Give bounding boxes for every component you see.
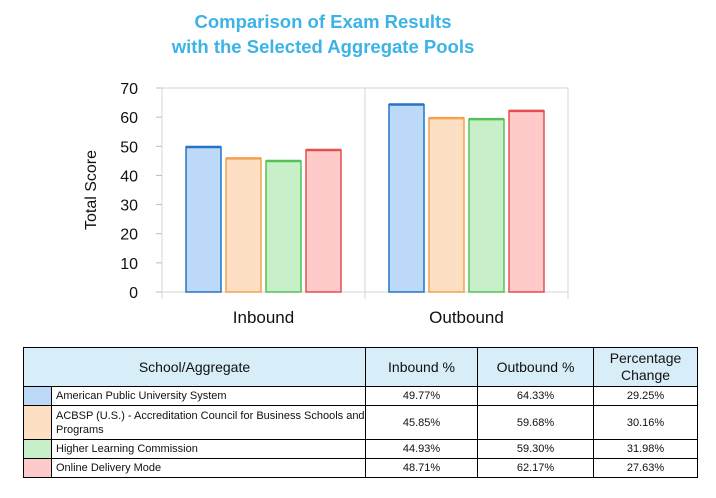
- bar: [388, 103, 425, 293]
- header-school-aggregate: School/Aggregate: [23, 347, 366, 387]
- row-name: Online Delivery Mode: [51, 458, 366, 478]
- y-tick-label: 20: [120, 227, 138, 244]
- bar: [428, 117, 465, 293]
- y-tick-label: 30: [120, 198, 138, 215]
- row-outbound: 62.17%: [477, 458, 594, 478]
- header-outbound: Outbound %: [477, 347, 594, 387]
- color-swatch: [23, 458, 52, 478]
- bar: [468, 118, 505, 293]
- row-outbound: 64.33%: [477, 386, 594, 406]
- table-row: Higher Learning Commission 44.93% 59.30%…: [23, 439, 698, 459]
- row-outbound: 59.68%: [477, 405, 594, 440]
- chart-title: Comparison of Exam Results with the Sele…: [0, 9, 646, 59]
- bar: [265, 160, 302, 293]
- row-outbound: 59.30%: [477, 439, 594, 459]
- y-axis-label: Total Score: [83, 150, 100, 230]
- y-tick-label: 50: [120, 139, 138, 156]
- header-inbound: Inbound %: [365, 347, 478, 387]
- y-tick-label: 0: [129, 285, 138, 302]
- x-category-label: Inbound: [233, 308, 294, 327]
- row-name: ACBSP (U.S.) - Accreditation Council for…: [51, 405, 366, 440]
- table-row: American Public University System 49.77%…: [23, 386, 698, 406]
- table-header-row: School/Aggregate Inbound % Outbound % Pe…: [23, 347, 698, 387]
- row-inbound: 45.85%: [365, 405, 478, 440]
- color-swatch: [23, 439, 52, 459]
- bar: [185, 146, 222, 293]
- y-tick-label: 60: [120, 110, 138, 127]
- row-name: American Public University System: [51, 386, 366, 406]
- header-percentage-change-label: Percentage Change: [609, 350, 682, 383]
- results-table: School/Aggregate Inbound % Outbound % Pe…: [23, 347, 698, 478]
- chart-title-line-1: Comparison of Exam Results: [194, 11, 452, 32]
- row-inbound: 49.77%: [365, 386, 478, 406]
- bar: [508, 110, 545, 293]
- chart-title-line-2: with the Selected Aggregate Pools: [171, 36, 475, 57]
- row-change: 27.63%: [593, 458, 698, 478]
- x-category-label: Outbound: [429, 308, 504, 327]
- y-tick-label: 40: [120, 168, 138, 185]
- y-tick-label: 10: [120, 256, 138, 273]
- color-swatch: [23, 386, 52, 406]
- row-name: Higher Learning Commission: [51, 439, 366, 459]
- table-row: ACBSP (U.S.) - Accreditation Council for…: [23, 405, 698, 440]
- table-row: Online Delivery Mode 48.71% 62.17% 27.63…: [23, 458, 698, 478]
- color-swatch: [23, 405, 52, 440]
- header-percentage-change: Percentage Change: [593, 347, 698, 387]
- row-change: 30.16%: [593, 405, 698, 440]
- bar: [225, 157, 262, 293]
- bar: [305, 149, 342, 293]
- row-inbound: 48.71%: [365, 458, 478, 478]
- y-tick-label: 70: [120, 81, 138, 98]
- row-change: 29.25%: [593, 386, 698, 406]
- row-change: 31.98%: [593, 439, 698, 459]
- row-inbound: 44.93%: [365, 439, 478, 459]
- bar-chart: 0 10 20 30 40 50 60 70 Total Score Inbound Outboun…: [83, 81, 569, 327]
